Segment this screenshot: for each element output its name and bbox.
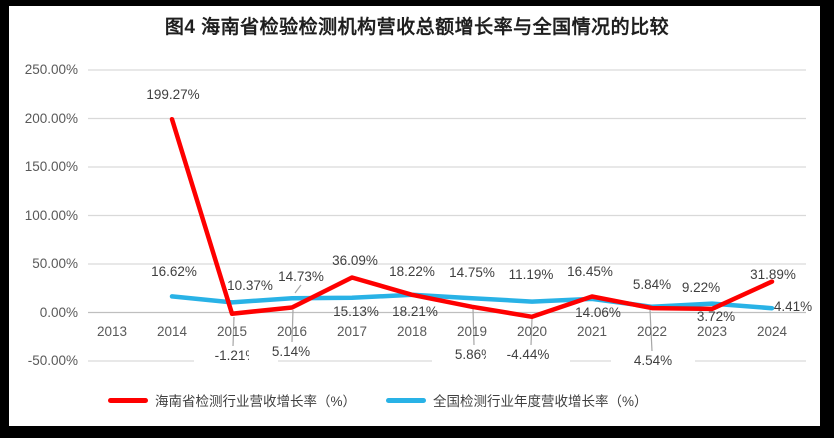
data-label-national: 10.37% bbox=[227, 278, 273, 293]
y-axis-tick-label: -50.00% bbox=[27, 353, 78, 368]
data-label-national: 9.22% bbox=[681, 280, 721, 295]
data-label-national: 11.19% bbox=[508, 267, 554, 282]
x-axis-tick-label: 2024 bbox=[756, 324, 788, 339]
data-label-hainan: 199.27% bbox=[146, 87, 200, 102]
label-leader-line bbox=[294, 284, 302, 294]
label-leader-line bbox=[530, 318, 533, 346]
x-axis-tick-label: 2016 bbox=[276, 324, 308, 339]
chart-title: 图4 海南省检验检测机构营收总额增长率与全国情况的比较 bbox=[164, 17, 670, 38]
label-leader-line bbox=[291, 309, 294, 343]
frame-border-bottom bbox=[0, 426, 834, 438]
data-label-hainan: -4.44% bbox=[486, 346, 570, 363]
y-axis-tick-label: 100.00% bbox=[24, 207, 78, 223]
hainan-series-swatch bbox=[108, 397, 148, 403]
data-label-hainan: 16.45% bbox=[567, 264, 613, 279]
x-axis-tick-label: 2019 bbox=[456, 324, 488, 339]
legend-label-national: 全国检测行业年度营收增长率（%） bbox=[433, 394, 648, 409]
y-axis-tick-label: 200.00% bbox=[24, 110, 78, 126]
frame-border-left bbox=[0, 0, 9, 438]
x-axis-tick-label: 2022 bbox=[636, 324, 668, 339]
data-label-hainan: 4.54% bbox=[611, 352, 695, 369]
data-label-national: 16.62% bbox=[151, 264, 197, 279]
data-label-hainan: 31.89% bbox=[750, 267, 796, 282]
data-label-national: 14.06% bbox=[575, 305, 621, 320]
data-label-national: 14.73% bbox=[278, 269, 324, 284]
x-axis-tick-label: 2018 bbox=[396, 324, 428, 339]
frame-border-top bbox=[0, 0, 834, 6]
data-label-national: 18.22% bbox=[389, 264, 435, 279]
data-label-national: 4.41% bbox=[773, 299, 813, 314]
y-axis-tick-label: 0.00% bbox=[39, 304, 78, 320]
y-axis-tick-label: 150.00% bbox=[24, 159, 78, 174]
legend-item-national: 全国检测行业年度营收增长率（%） bbox=[386, 390, 648, 410]
y-axis-tick-label: 250.00% bbox=[24, 62, 78, 77]
x-axis-tick-label: 2015 bbox=[216, 324, 248, 339]
legend-label-hainan: 海南省检测行业营收增长率（%） bbox=[155, 394, 357, 409]
x-axis-tick-label: 2014 bbox=[156, 324, 188, 339]
label-leader-line bbox=[232, 316, 235, 347]
x-axis-tick-label: 2020 bbox=[516, 324, 548, 339]
x-axis-tick-label: 2013 bbox=[96, 324, 128, 339]
x-axis-tick-label: 2017 bbox=[336, 324, 368, 339]
data-label-national: 15.13% bbox=[333, 304, 379, 319]
series-line-national bbox=[169, 292, 775, 311]
y-axis-tick-label: 50.00% bbox=[32, 256, 78, 271]
label-leader-line bbox=[472, 308, 475, 346]
data-label-hainan: 18.21% bbox=[392, 304, 438, 319]
national-series-swatch bbox=[386, 397, 427, 403]
legend: 海南省检测行业营收增长率（%） 全国检测行业年度营收增长率（%） bbox=[108, 390, 648, 410]
label-leader-line bbox=[649, 309, 653, 352]
data-label-hainan: 36.09% bbox=[332, 253, 378, 268]
x-axis-tick-label: 2023 bbox=[696, 324, 728, 339]
series-line-hainan bbox=[169, 116, 775, 320]
data-label-hainan: 5.14% bbox=[249, 343, 333, 360]
legend-item-hainan: 海南省检测行业营收增长率（%） bbox=[108, 390, 356, 410]
frame-border-right bbox=[820, 0, 834, 438]
data-label-hainan: 3.72% bbox=[696, 309, 736, 324]
x-axis-tick-label: 2021 bbox=[576, 324, 608, 339]
data-label-national: 14.75% bbox=[449, 265, 495, 280]
data-label-national: 5.84% bbox=[632, 277, 672, 292]
